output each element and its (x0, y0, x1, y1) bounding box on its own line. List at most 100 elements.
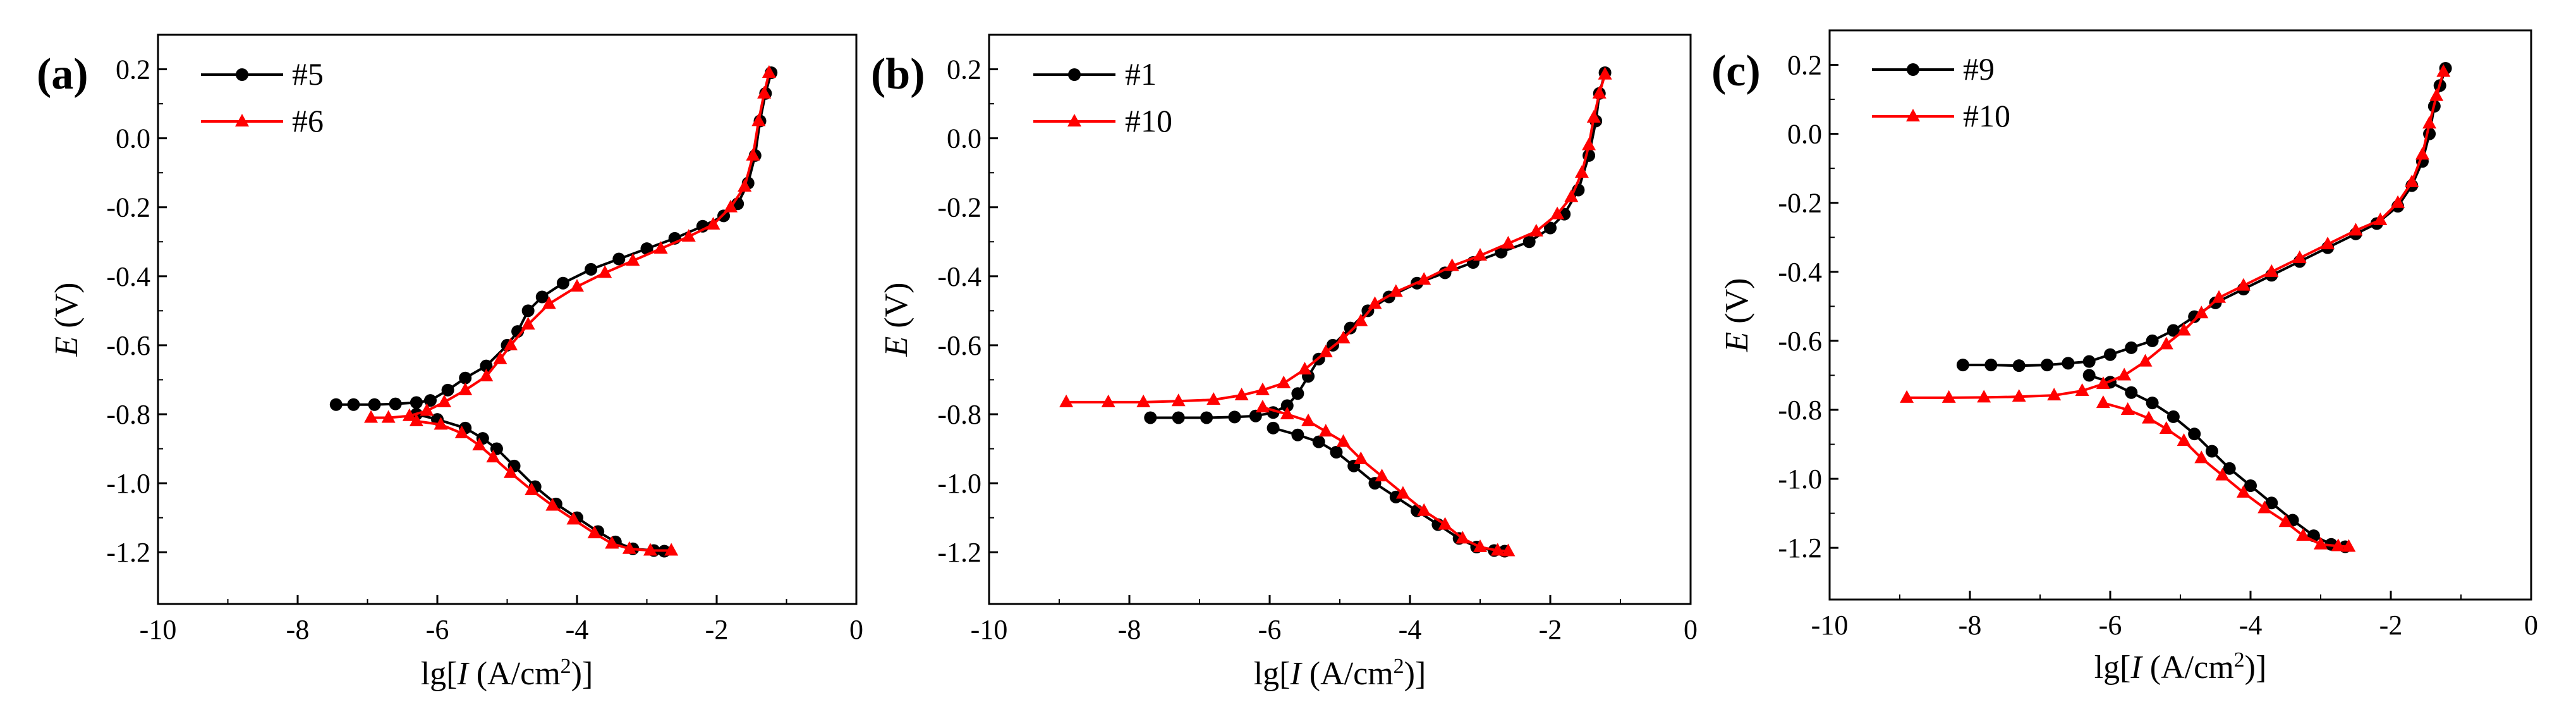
x-tick-label: 0 (1684, 614, 1698, 645)
y-tick-label: -0.8 (1778, 395, 1822, 426)
data-point (389, 397, 402, 410)
data-point (1318, 344, 1333, 357)
panel-c: -1.2 -1.0 -0.8 -0.6 -0.4 -0.2 0.0 0.2 -10 -8 -6 -4… (1711, 29, 2538, 686)
x-tick-label: -6 (1258, 614, 1282, 645)
data-point (2436, 64, 2451, 77)
data-point (643, 543, 658, 556)
series-line-cathodic (1272, 426, 1505, 553)
data-point (1375, 469, 1389, 482)
data-point (598, 265, 612, 278)
data-point (423, 394, 437, 407)
data-point (2159, 336, 2173, 350)
data-point (2159, 421, 2173, 434)
series-line-cathodic (416, 413, 665, 553)
data-point (2342, 539, 2356, 552)
data-point (486, 450, 501, 463)
x-tick-label: -4 (1399, 614, 1422, 645)
data-point (1136, 394, 1151, 407)
data-point (2264, 264, 2279, 277)
data-point (2012, 389, 2026, 402)
panel-a-legend: #5 #6 (201, 56, 324, 139)
data-point (1330, 446, 1343, 459)
data-point (493, 351, 507, 364)
panel-c-label: (c) (1711, 47, 1761, 95)
data-point (2117, 367, 2132, 381)
data-point (1522, 235, 1536, 249)
panel-b-legend: #1 #10 (1033, 56, 1172, 139)
data-point (1586, 109, 1601, 123)
panel-b-label: (b) (871, 50, 925, 99)
panel-a-x-ticks: -10 -8 -6 -4 -2 0 (140, 595, 863, 645)
data-point (1501, 543, 1516, 557)
y-tick-label: -1.2 (937, 537, 981, 568)
legend-label: #10 (1963, 98, 2010, 133)
panel-b-series (1059, 66, 1612, 558)
data-point (2188, 428, 2201, 441)
data-point (2296, 528, 2311, 541)
data-point (2244, 479, 2257, 492)
data-point (1455, 531, 1470, 544)
data-point (1941, 390, 1956, 403)
data-point (1438, 517, 1452, 530)
data-point (1984, 359, 1998, 372)
data-point (2212, 290, 2227, 303)
data-point (2257, 500, 2272, 514)
data-point (1280, 407, 1294, 419)
data-point (2120, 402, 2135, 415)
data-point (2321, 237, 2335, 250)
data-point (762, 65, 776, 78)
y-tick-label: 0.0 (116, 123, 150, 154)
data-point (480, 359, 493, 373)
data-point (640, 242, 653, 256)
y-tick-label: -1.0 (1778, 464, 1822, 495)
data-point (1395, 486, 1410, 499)
series-line-anodic (371, 72, 770, 419)
data-point (1144, 411, 1157, 424)
y-tick-label: -0.4 (937, 261, 981, 292)
data-point (757, 85, 772, 99)
data-point (1900, 390, 1914, 403)
data-point (2236, 278, 2251, 291)
data-point (2012, 359, 2026, 373)
data-point (1564, 189, 1579, 202)
data-point (1501, 236, 1516, 249)
data-point (664, 543, 679, 556)
data-point (1529, 223, 1543, 237)
data-point (1312, 435, 1325, 448)
data-point (2348, 223, 2363, 236)
data-point (2082, 355, 2096, 368)
data-point (479, 369, 494, 381)
data-point (504, 337, 518, 350)
data-point (535, 290, 549, 304)
y-tick-label: -1.0 (106, 468, 150, 499)
data-point (681, 229, 696, 242)
data-point (1301, 413, 1316, 426)
data-point (2166, 410, 2180, 423)
panel-b: -1.2 -1.0 -0.8 -0.6 -0.4 -0.2 0.0 0.2 -10 -8 -6 -4… (871, 34, 1698, 692)
data-point (368, 398, 381, 411)
data-point (1267, 421, 1280, 434)
x-tick-label: -2 (2379, 610, 2403, 641)
data-point (1368, 296, 1382, 309)
data-point (1172, 411, 1185, 424)
data-point (2166, 324, 2180, 337)
legend-label: #9 (1963, 51, 1995, 87)
data-point (2215, 467, 2230, 481)
series-line-anodic (1962, 68, 2447, 367)
y-tick-label: 0.2 (116, 54, 150, 85)
panel-c-series (1900, 62, 2452, 553)
data-point (1574, 165, 1589, 178)
legend-label: #1 (1125, 56, 1157, 92)
data-point (1291, 428, 1304, 441)
legend-label: #5 (292, 56, 324, 92)
legend-marker-circle (236, 68, 248, 81)
data-point (706, 217, 720, 230)
data-point (2104, 348, 2117, 361)
data-point (653, 241, 668, 254)
data-point (1473, 539, 1487, 552)
data-point (1417, 272, 1431, 285)
data-point (612, 252, 626, 266)
panel-c-x-axis-title: lg[I (A/cm2)] (2094, 648, 2267, 686)
panel-a-y-axis-title: E (V) (49, 283, 85, 357)
